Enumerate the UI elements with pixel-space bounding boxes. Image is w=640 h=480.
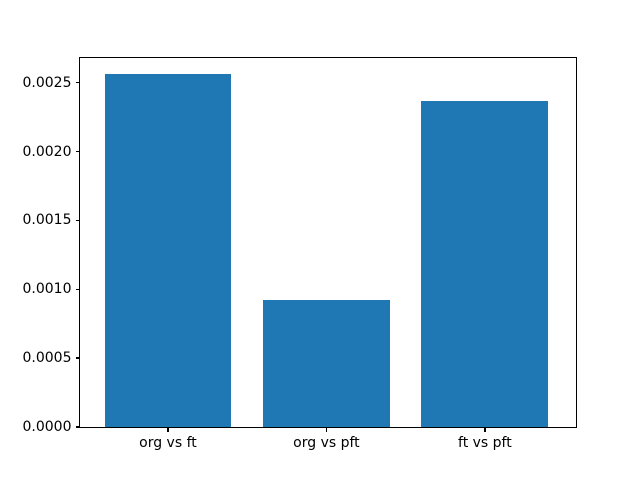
x-tick-mark-org-vs-ft [167,427,169,432]
x-tick-label-org-vs-pft: org vs pft [293,435,360,451]
x-tick-mark-ft-vs-pft [484,427,486,432]
x-tick-label-ft-vs-pft: ft vs pft [458,435,512,451]
y-tick-mark-0.0010 [75,288,80,290]
y-tick-label-0.0015: 0.0015 [22,212,72,229]
bar-org-vs-pft [263,300,390,427]
x-tick-mark-org-vs-pft [325,427,328,432]
y-tick-mark-0.0015 [75,219,80,222]
y-tick-mark-0.0005 [75,357,80,359]
y-tick-label-0.0010: 0.0010 [22,281,72,298]
y-tick-label-0.0005: 0.0005 [22,350,72,367]
y-tick-mark-0.0025 [75,81,80,84]
y-tick-label-0.0020: 0.0020 [22,143,72,160]
y-tick-mark-0.0020 [75,150,80,153]
bar-org-vs-ft [104,74,232,427]
y-tick-label-0.0000: 0.0000 [22,419,72,435]
y-tick-label-0.0025: 0.0025 [22,74,72,91]
bar-ft-vs-pft [421,100,549,427]
x-tick-label-org-vs-ft: org vs ft [139,435,197,451]
y-tick-mark-0.0000 [75,426,80,428]
